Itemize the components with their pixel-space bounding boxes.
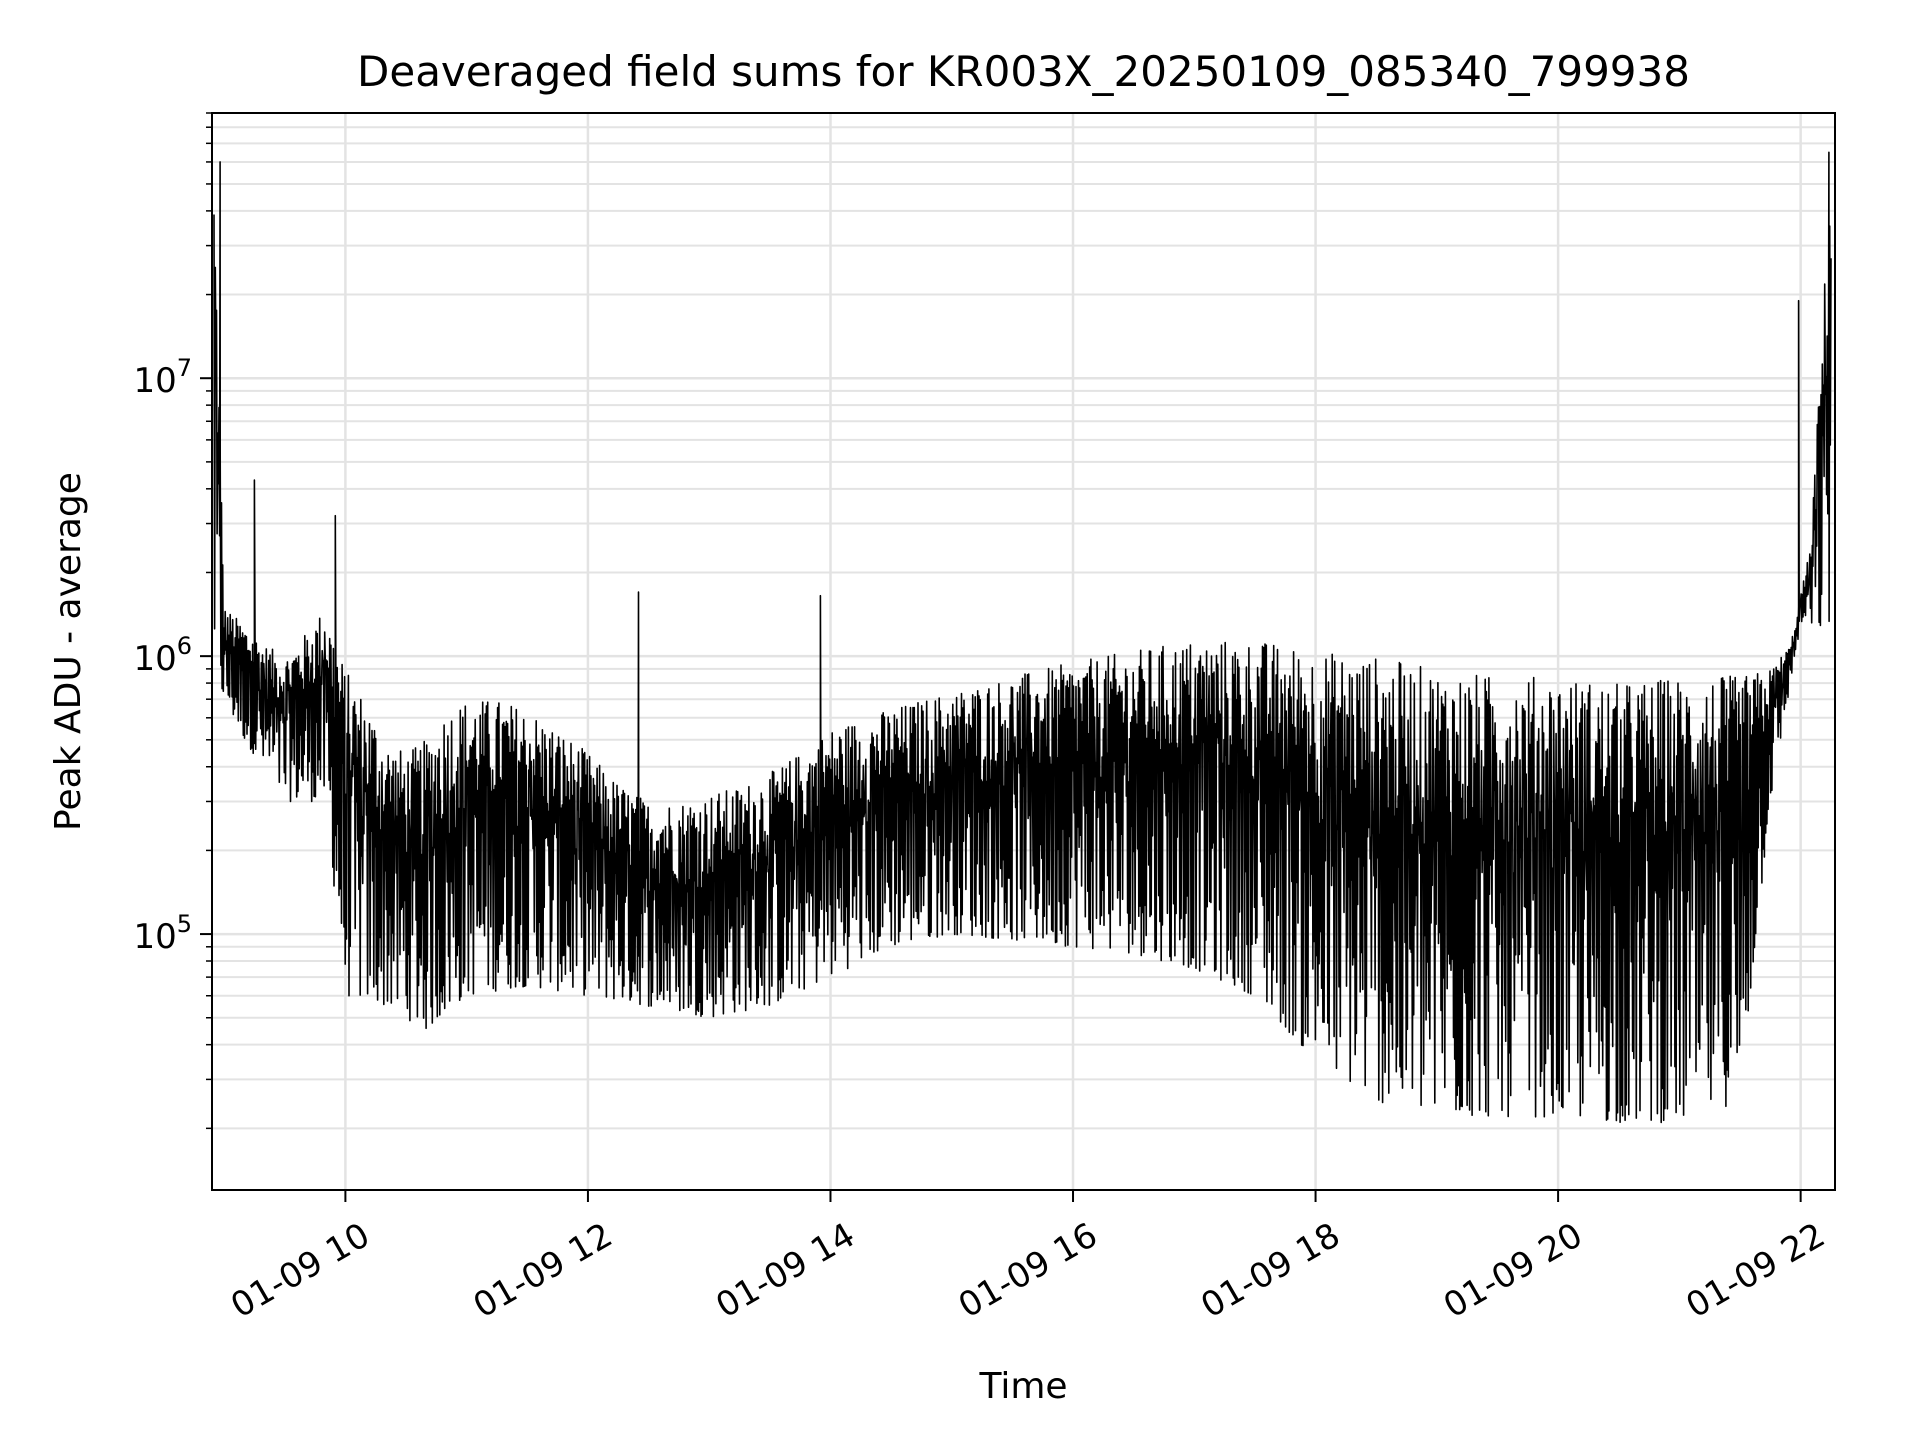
x-tick-label: 01-09 14 bbox=[709, 1215, 861, 1326]
y-axis-title: Peak ADU - average bbox=[48, 472, 89, 831]
chart-title: Deaveraged field sums for KR003X_2025010… bbox=[357, 47, 1690, 96]
y-axis-ticks: 105 106 107 bbox=[133, 112, 212, 1130]
x-tick-label: 01-09 10 bbox=[224, 1215, 376, 1326]
grid bbox=[212, 112, 1835, 1190]
x-tick-label: 01-09 16 bbox=[952, 1215, 1104, 1326]
y-tick-label: 105 bbox=[133, 910, 192, 957]
series-line bbox=[213, 151, 1832, 1124]
x-axis-title: Time bbox=[978, 1366, 1067, 1407]
x-tick-label: 01-09 18 bbox=[1194, 1215, 1346, 1326]
x-axis-ticks: 01-09 10 01-09 12 01-09 14 01-09 16 01-09 18… bbox=[224, 1190, 1832, 1326]
x-tick-label: 01-09 12 bbox=[467, 1215, 619, 1326]
plot-frame bbox=[211, 112, 1836, 1191]
y-tick-label: 106 bbox=[133, 632, 192, 679]
series-path bbox=[213, 151, 1832, 1124]
x-tick-label: 01-09 22 bbox=[1679, 1215, 1831, 1326]
y-tick-label: 107 bbox=[133, 354, 192, 401]
x-tick-label: 01-09 20 bbox=[1437, 1215, 1589, 1326]
